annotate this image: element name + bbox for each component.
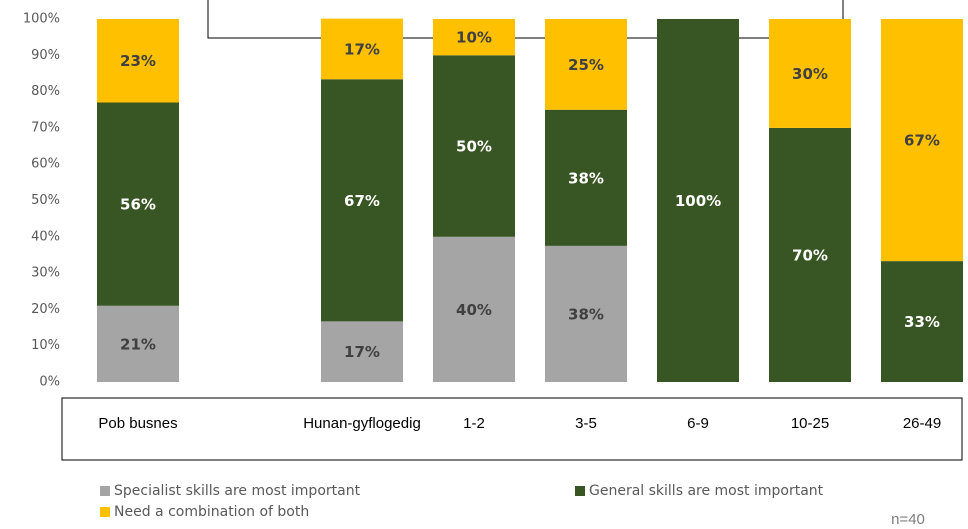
bar-segment	[321, 79, 403, 322]
x-tick-label: 1-2	[463, 415, 485, 432]
legend-label: Specialist skills are most important	[114, 483, 361, 499]
value-label: 30%	[792, 65, 828, 83]
y-tick-label: 90%	[31, 48, 60, 63]
x-tick-label: 6-9	[687, 415, 709, 432]
legend-swatch	[100, 507, 110, 517]
bar-segment	[97, 305, 179, 382]
value-label: 17%	[344, 343, 380, 361]
value-label: 17%	[344, 40, 380, 58]
y-tick-label: 40%	[31, 229, 60, 244]
y-tick-label: 100%	[23, 12, 60, 27]
value-label: 21%	[120, 335, 156, 353]
value-label: 67%	[904, 132, 940, 150]
x-tick-label: 3-5	[575, 415, 597, 432]
bar-segment	[769, 19, 851, 128]
y-tick-label: 80%	[31, 84, 60, 99]
y-tick-label: 10%	[31, 338, 60, 353]
x-tick-label: Pob busnes	[98, 415, 177, 432]
value-label: 25%	[568, 56, 604, 74]
value-label: 40%	[456, 301, 492, 319]
x-tick-label: 10-25	[791, 415, 829, 432]
legend-swatch	[575, 486, 585, 496]
category-box	[61, 397, 963, 461]
value-label: 67%	[344, 192, 380, 210]
x-tick-label: Hunan-gyflogedig	[303, 415, 421, 432]
value-label: 33%	[904, 313, 940, 331]
value-label: 70%	[792, 246, 828, 264]
bar-segment	[97, 102, 179, 306]
legend-label: Need a combination of both	[114, 504, 309, 520]
y-tick-label: 20%	[31, 302, 60, 317]
value-label: 50%	[456, 138, 492, 156]
bar-segment	[321, 321, 403, 382]
value-label: 10%	[456, 29, 492, 47]
value-label: 56%	[120, 196, 156, 214]
x-tick-label: 26-49	[903, 415, 941, 432]
value-label: 38%	[568, 169, 604, 187]
bar-segment	[97, 19, 179, 103]
value-label: 100%	[675, 192, 721, 210]
legend-swatch	[100, 486, 110, 496]
y-tick-label: 60%	[31, 157, 60, 172]
bar-segment	[433, 19, 515, 56]
bar-segment	[881, 19, 963, 262]
value-label: 23%	[120, 52, 156, 70]
annotation: n=40	[891, 511, 925, 528]
bar-segment	[657, 19, 739, 382]
y-tick-label: 70%	[31, 120, 60, 135]
value-label: 38%	[568, 305, 604, 323]
bar-segment	[881, 261, 963, 382]
bar-segment	[321, 18, 403, 80]
bar-segment	[545, 109, 627, 246]
y-tick-label: 0%	[39, 375, 60, 390]
y-tick-label: 50%	[31, 193, 60, 208]
bar-segment	[545, 245, 627, 382]
bar-segment	[433, 55, 515, 237]
bar-segment	[433, 236, 515, 382]
y-tick-label: 30%	[31, 266, 60, 281]
bar-segment	[769, 127, 851, 383]
legend-label: General skills are most important	[589, 483, 824, 499]
bar-segment	[545, 19, 627, 110]
title-box	[207, 0, 844, 39]
